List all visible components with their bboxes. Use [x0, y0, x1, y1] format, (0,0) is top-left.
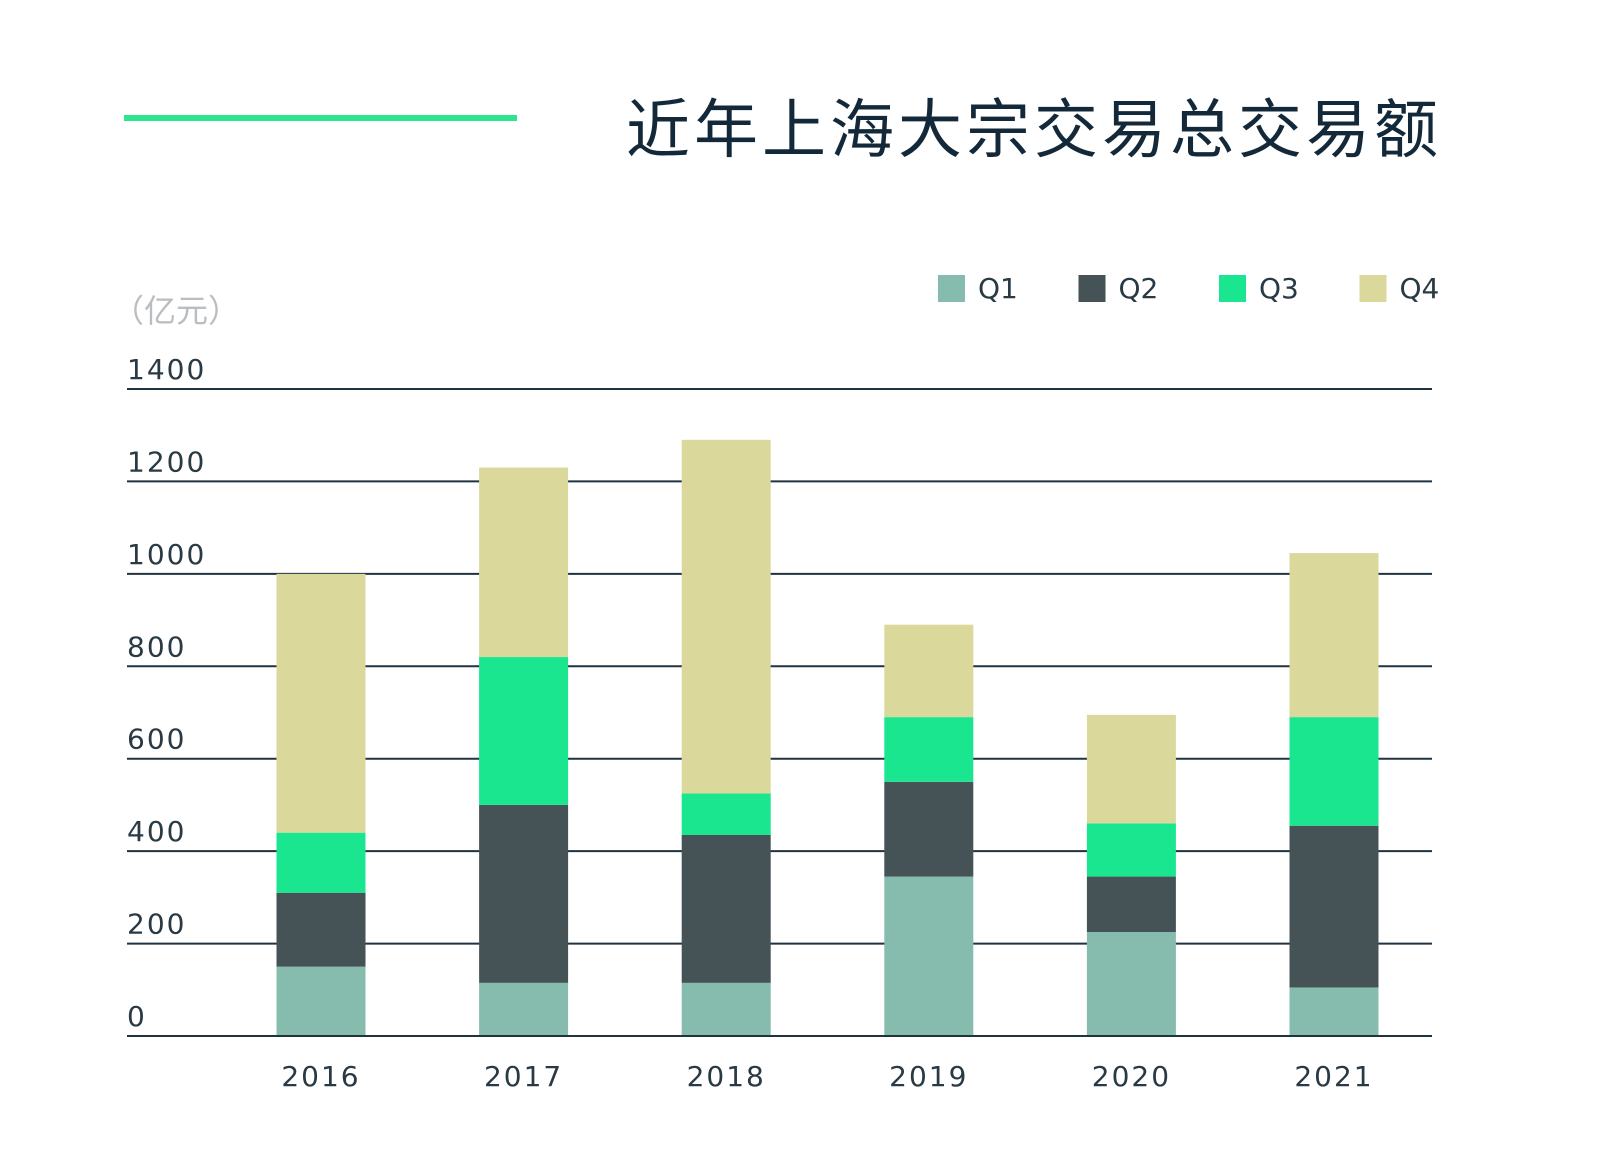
- x-tick-label: 2020: [1092, 1060, 1171, 1093]
- bar-2021-Q3: [1289, 717, 1379, 826]
- bar-2019-Q1: [884, 876, 974, 1036]
- legend-swatch-Q4: [1359, 275, 1387, 302]
- bar-2016-Q4: [276, 573, 366, 833]
- x-tick-label: 2021: [1294, 1060, 1373, 1093]
- y-tick-label: 1000: [127, 538, 206, 571]
- y-tick-label: 1200: [127, 445, 206, 478]
- bar-2021-Q2: [1289, 825, 1379, 988]
- bar-2016-Q3: [276, 832, 366, 893]
- bar-2018-Q3: [681, 793, 771, 835]
- bar-2017-Q1: [479, 982, 569, 1036]
- bar-2018-Q1: [681, 982, 771, 1036]
- bar-2020-Q1: [1086, 932, 1176, 1036]
- bar-2017-Q3: [479, 657, 569, 805]
- bar-2017-Q2: [479, 804, 569, 983]
- bar-2016-Q2: [276, 892, 366, 967]
- bar-2017-Q4: [479, 467, 569, 658]
- y-tick-label: 1400: [127, 353, 206, 386]
- y-tick-label: 200: [127, 908, 186, 941]
- legend-swatch-Q3: [1219, 275, 1246, 302]
- y-tick-label: 600: [127, 723, 186, 756]
- bar-2021-Q4: [1289, 553, 1379, 718]
- bar-2016-Q1: [276, 966, 366, 1036]
- y-tick-label: 0: [127, 1000, 147, 1033]
- bar-2019-Q4: [884, 624, 974, 718]
- bar-2019-Q3: [884, 717, 974, 782]
- bar-2018-Q4: [681, 439, 771, 794]
- bar-2020-Q4: [1086, 714, 1176, 824]
- legend-label: Q2: [1119, 272, 1159, 305]
- legend-label: Q1: [978, 272, 1018, 305]
- x-tick-label: 2019: [889, 1060, 968, 1093]
- bar-2021-Q1: [1289, 987, 1379, 1036]
- legend-swatch-Q2: [1078, 275, 1106, 302]
- bar-2020-Q2: [1086, 876, 1176, 933]
- legend-label: Q3: [1259, 272, 1299, 305]
- y-axis-unit: （亿元）: [112, 292, 240, 330]
- legend-label: Q4: [1400, 272, 1440, 305]
- legend-swatch-Q1: [938, 275, 965, 302]
- bar-2019-Q2: [884, 781, 974, 877]
- x-tick-label: 2017: [484, 1060, 563, 1093]
- x-tick-label: 2016: [281, 1060, 360, 1093]
- chart-title: 近年上海大宗交易总交易额: [626, 94, 1442, 168]
- title-accent-line: [124, 115, 517, 121]
- bar-2018-Q2: [681, 834, 771, 983]
- y-tick-label: 400: [127, 815, 186, 848]
- bar-2020-Q3: [1086, 823, 1176, 877]
- x-tick-label: 2018: [687, 1060, 766, 1093]
- y-tick-label: 800: [127, 630, 186, 663]
